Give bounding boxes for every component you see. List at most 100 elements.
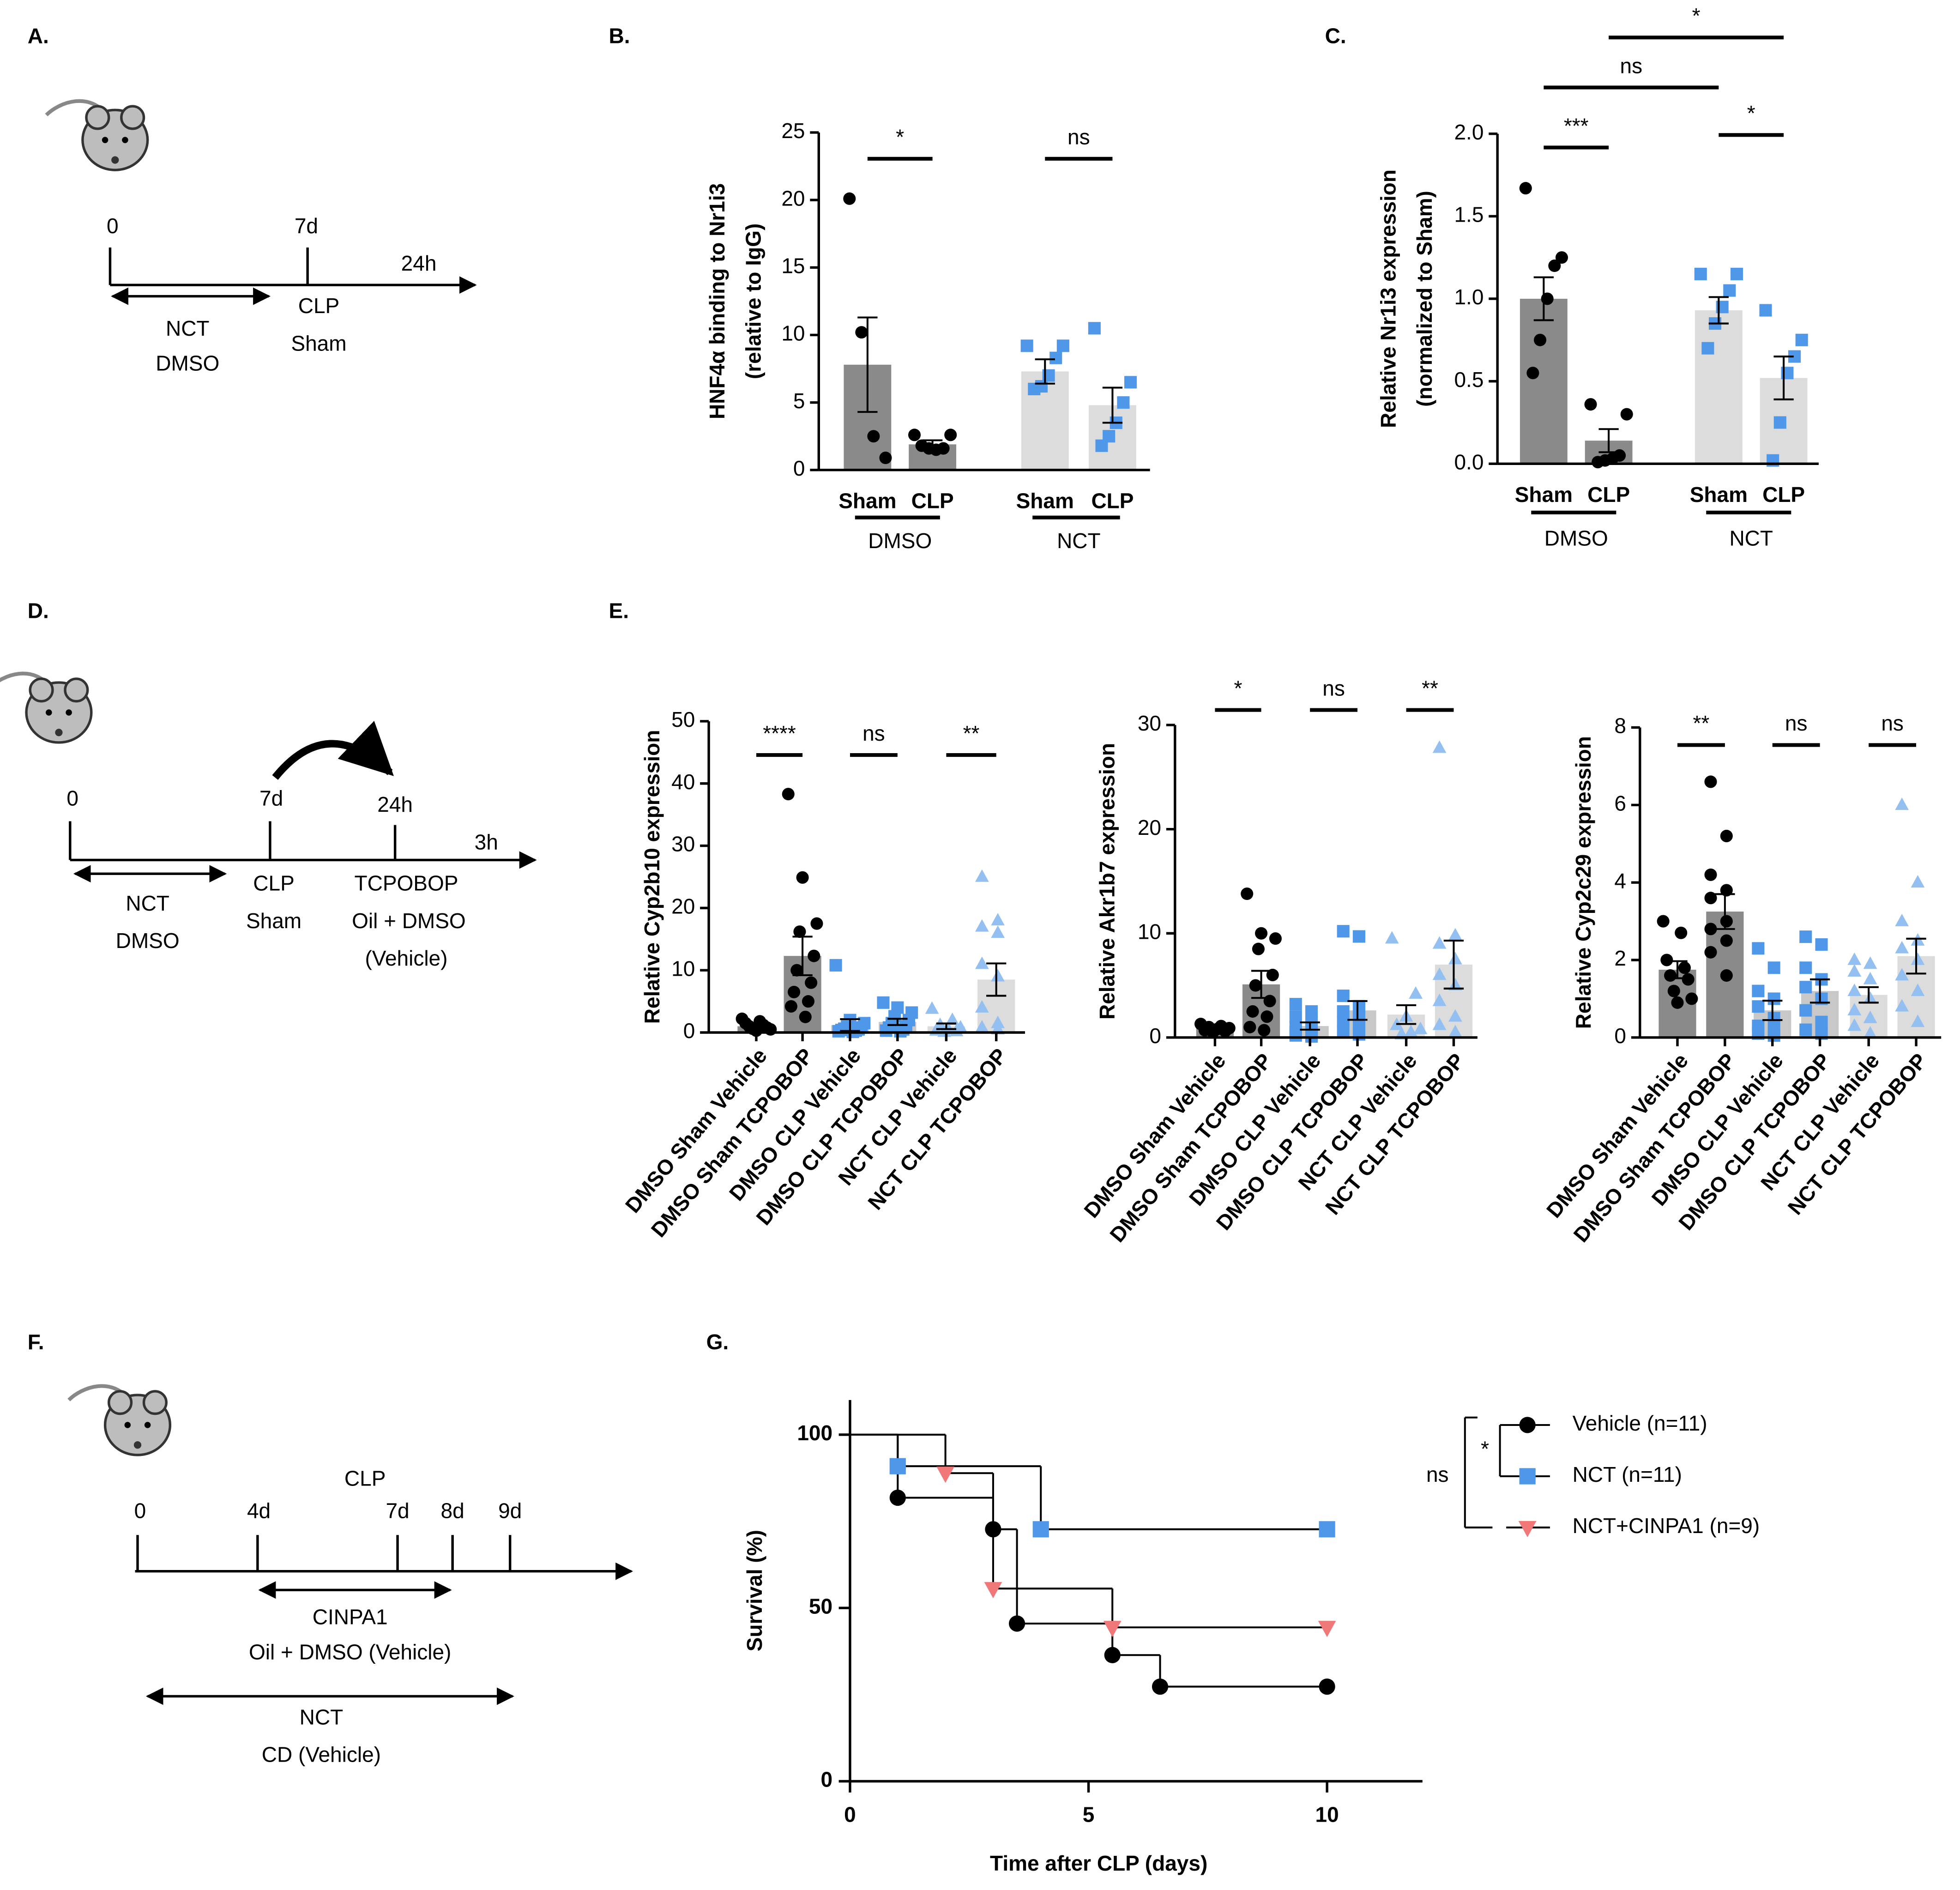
diagram-label: NCT: [126, 891, 169, 915]
y-axis-label: Relative Cyp2c29 expression: [1571, 736, 1595, 1029]
significance-label: ****: [763, 721, 796, 745]
survival-point: [1152, 1678, 1169, 1695]
data-point: [1685, 992, 1698, 1005]
diagram-label: DMSO: [156, 351, 219, 375]
x-tick-label: CLP: [911, 489, 954, 513]
data-point: [855, 326, 868, 339]
data-point: [1767, 1012, 1780, 1025]
data-point: [829, 959, 842, 972]
data-point: [1269, 932, 1282, 945]
y-tick-label: 10: [781, 321, 805, 345]
data-point: [805, 976, 818, 989]
data-point: [1241, 887, 1254, 900]
y-axis-label: Relative Akr1b7 expression: [1095, 743, 1119, 1020]
group-label: DMSO: [1544, 526, 1608, 550]
data-point: [1584, 398, 1597, 411]
y-axis-label: (relative to IgG): [741, 223, 765, 379]
legend-marker: [1518, 1521, 1537, 1538]
significance-label: ***: [1564, 114, 1589, 138]
data-point: [1352, 930, 1365, 943]
data-point: [975, 919, 989, 932]
diagram-label: (Vehicle): [365, 946, 447, 970]
diagram-label: 7d: [259, 786, 283, 810]
y-tick-label: 30: [671, 832, 695, 856]
y-tick-label: 5: [793, 389, 805, 413]
data-point: [1723, 284, 1736, 297]
data-point: [1847, 964, 1862, 977]
diagram-label: 7d: [386, 1499, 409, 1523]
data-point: [1592, 456, 1604, 469]
data-point: [1911, 1014, 1925, 1027]
significance-label: *: [1481, 1437, 1489, 1461]
y-tick-label: 0: [683, 1019, 695, 1043]
data-point: [1448, 952, 1462, 965]
data-point: [790, 964, 803, 977]
significance-label: ns: [1620, 54, 1643, 78]
significance-label: ns: [1785, 711, 1808, 735]
y-tick-label: 30: [1138, 711, 1161, 735]
data-point: [1555, 251, 1568, 264]
data-point: [1799, 961, 1812, 974]
significance-label: ns: [1322, 676, 1345, 700]
data-point: [991, 925, 1005, 938]
mouse-ear: [64, 677, 89, 703]
data-point: [1863, 1010, 1877, 1023]
data-point: [1218, 1025, 1231, 1038]
y-tick-label: 2: [1614, 946, 1626, 970]
data-point: [1432, 993, 1447, 1006]
mouse-eye: [46, 709, 52, 716]
data-point: [1895, 941, 1909, 954]
data-point: [1767, 992, 1780, 1005]
data-point: [1432, 967, 1447, 980]
y-tick-label: 0: [1614, 1024, 1626, 1048]
data-point: [1409, 986, 1423, 999]
diagram-label: 24h: [401, 251, 437, 275]
data-point: [1289, 1029, 1302, 1042]
data-point: [1352, 1010, 1365, 1023]
data-point: [975, 869, 989, 882]
data-point: [1895, 797, 1909, 810]
survival-point: [1103, 1621, 1122, 1637]
data-point: [1704, 892, 1717, 905]
data-point: [810, 917, 823, 930]
survival-point: [889, 1458, 906, 1474]
survival-point: [936, 1467, 954, 1483]
mouse-ear: [85, 105, 110, 130]
y-tick-label: 20: [1138, 815, 1161, 839]
data-point: [1432, 936, 1447, 949]
mouse-icon: [67, 1384, 172, 1456]
x-tick-label: Sham: [1690, 483, 1748, 507]
diagram-label: 24h: [377, 792, 413, 816]
data-point: [975, 1020, 989, 1033]
significance-label: *: [1747, 101, 1755, 125]
data-point: [1258, 1024, 1271, 1037]
data-point: [1385, 931, 1399, 944]
data-point: [1675, 926, 1688, 939]
data-point: [1252, 942, 1265, 955]
group-label: NCT: [1057, 529, 1101, 553]
data-point: [1895, 913, 1909, 926]
data-point: [1289, 998, 1302, 1011]
diagram-label: 0: [66, 786, 78, 810]
y-tick-label: 20: [671, 894, 695, 918]
y-axis-label: Relative Cyp2b10 expression: [640, 730, 664, 1024]
panel-label: F.: [28, 1330, 44, 1354]
x-tick-label: Sham: [1016, 489, 1074, 513]
x-tick-label: Sham: [838, 489, 896, 513]
data-point: [1088, 322, 1101, 335]
data-point: [796, 871, 809, 884]
data-point: [1263, 995, 1276, 1008]
panel-label: D.: [28, 599, 49, 623]
mouse-ear: [108, 1390, 133, 1415]
mouse-icon: [45, 99, 149, 171]
data-point: [879, 451, 892, 465]
x-tick-label: CLP: [1587, 483, 1630, 507]
y-tick-label: 0: [1149, 1024, 1161, 1048]
significance-label: *: [1692, 4, 1701, 28]
data-point: [1704, 946, 1717, 959]
data-point: [802, 995, 814, 1008]
data-point: [1752, 1000, 1765, 1013]
bar: [1695, 310, 1743, 464]
diagram-label: CLP: [253, 871, 294, 895]
x-tick-label: CLP: [1762, 483, 1805, 507]
